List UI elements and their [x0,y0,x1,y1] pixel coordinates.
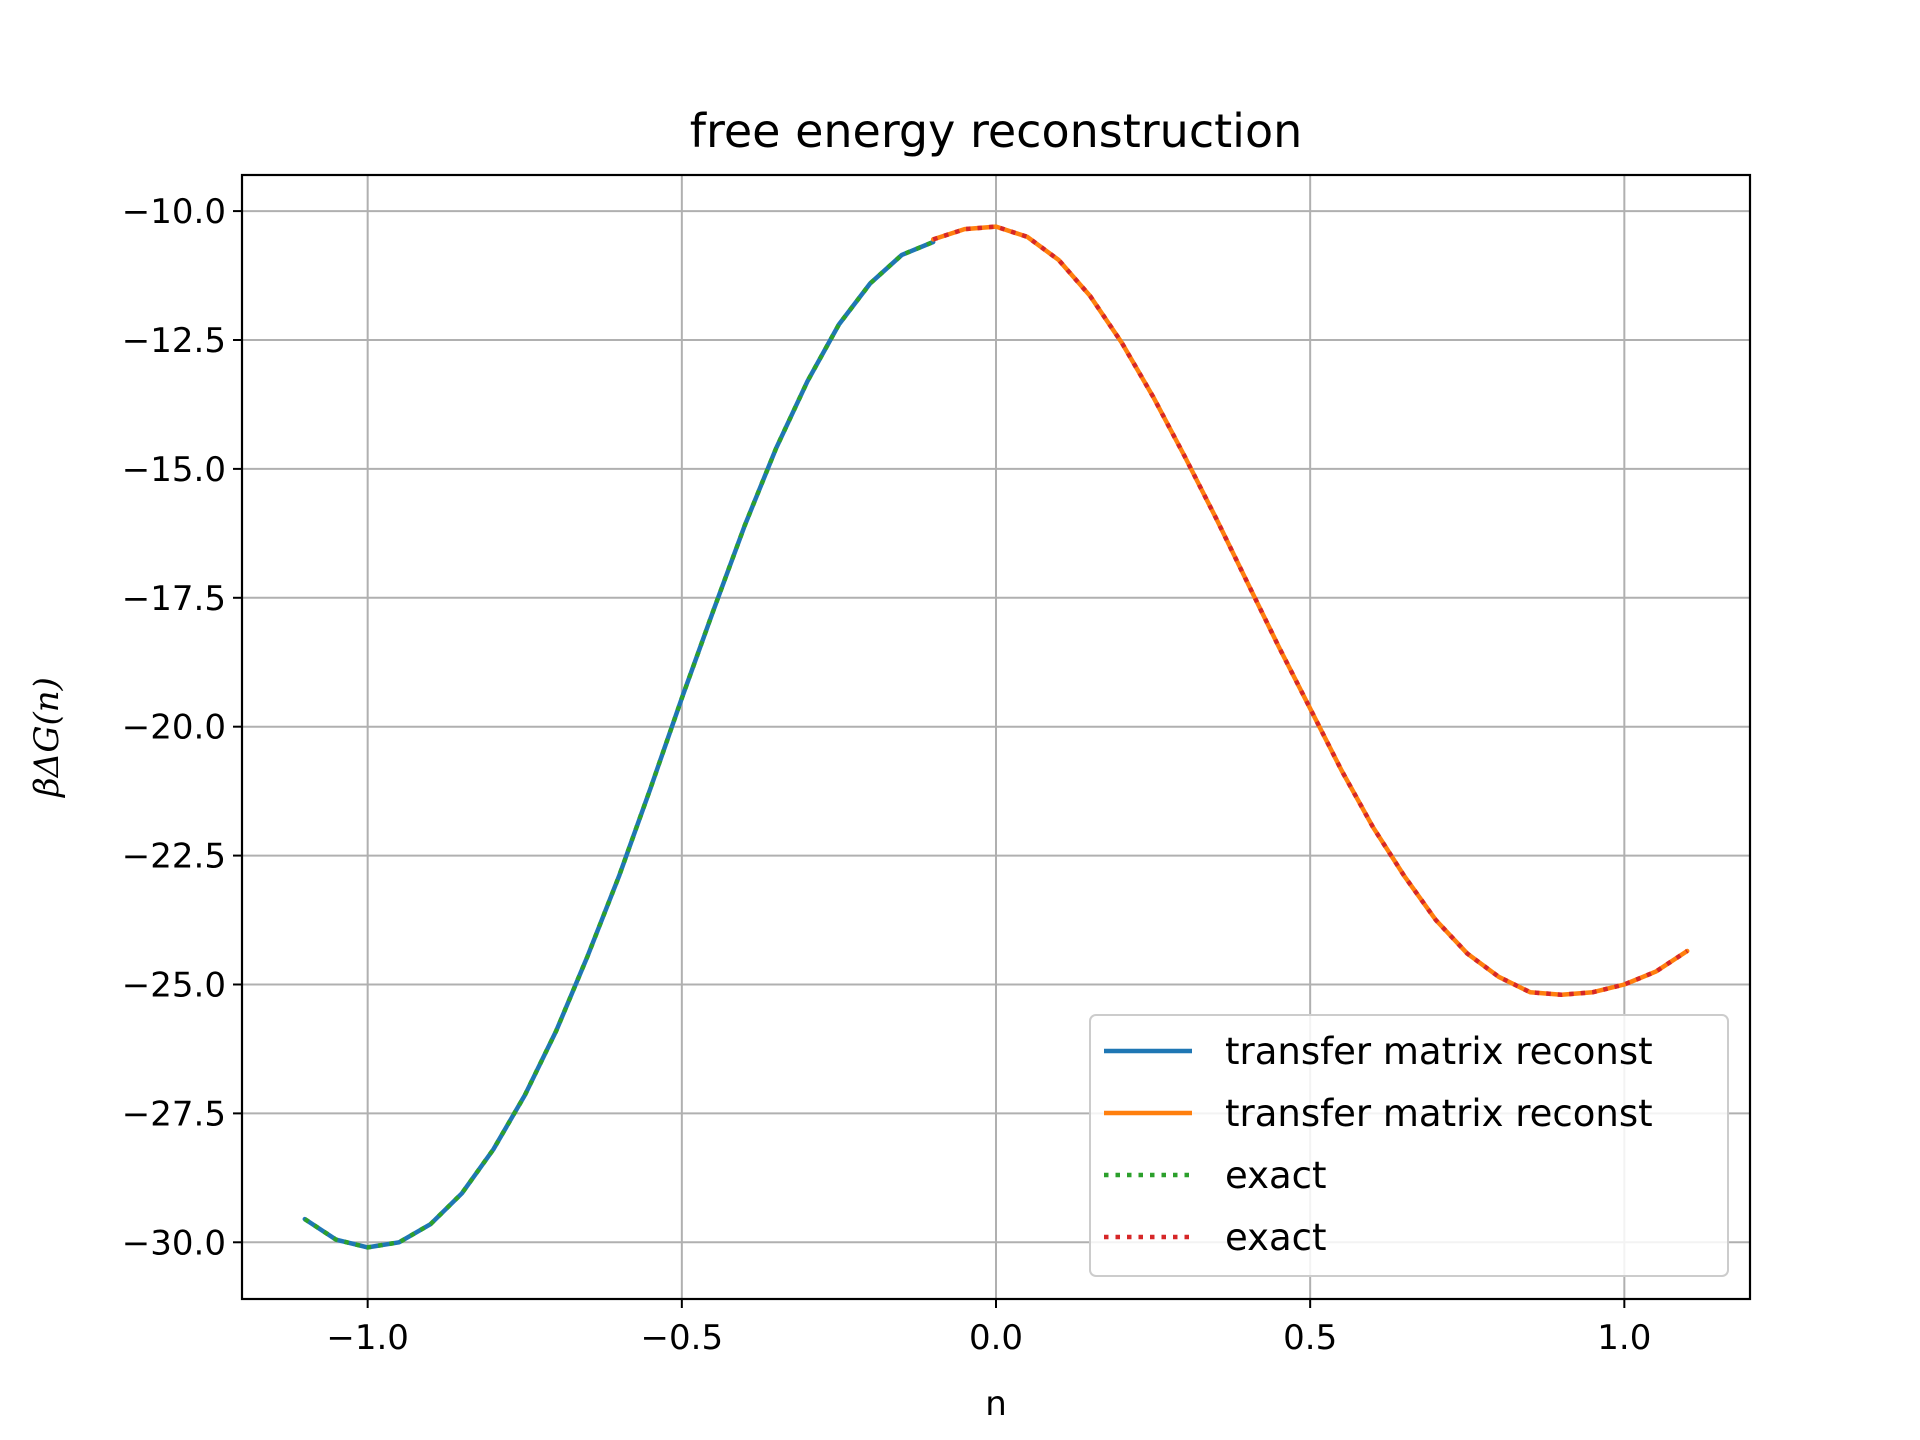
x-axis-title: n [985,1384,1007,1424]
y-tick-label: −10.0 [122,192,226,232]
legend: transfer matrix reconst transfer matrix r… [1089,1014,1729,1277]
y-tick-label: −17.5 [122,579,226,619]
y-tick-label: −27.5 [122,1094,226,1134]
grid [242,175,1750,1299]
y-tick-label: −20.0 [122,708,226,748]
x-tick-label: 0.0 [969,1318,1023,1358]
series-lines [302,224,1690,1250]
x-tick-label: 0.5 [1283,1318,1337,1358]
series-line-1 [302,239,936,1250]
legend-label-3: exact [1225,1154,1327,1197]
y-tick-label: −12.5 [122,321,226,361]
x-tick-label: −0.5 [641,1318,724,1358]
series-line-4 [932,224,1689,998]
ticks: −1.0 −0.5 0.0 0.5 1.0 −10.0 −12.5 −15.0 −17.5 −20… [122,192,1652,1358]
x-tick-label: 1.0 [1597,1318,1651,1358]
chart-title: free energy reconstruction [690,104,1303,158]
y-tick-label: −25.0 [122,965,226,1005]
y-tick-label: −22.5 [122,837,226,877]
y-axis-title: βΔG(n) [27,677,67,799]
legend-label-4: exact [1225,1216,1327,1259]
y-tick-label: −30.0 [122,1223,226,1263]
y-tick-label: −15.0 [122,450,226,490]
legend-label-1: transfer matrix reconst [1225,1030,1653,1073]
legend-label-2: transfer matrix reconst [1225,1092,1653,1135]
legend-entries: transfer matrix reconst transfer matrix r… [1104,1030,1653,1259]
legend-box [1089,1014,1729,1277]
x-tick-label: −1.0 [326,1318,409,1358]
